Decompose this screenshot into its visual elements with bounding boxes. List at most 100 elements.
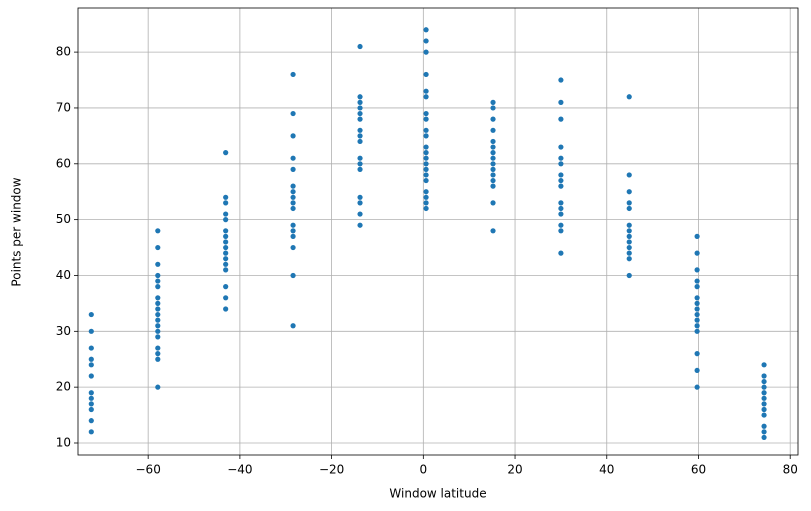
point — [290, 194, 296, 200]
point — [694, 267, 700, 273]
point — [155, 244, 161, 251]
point — [490, 200, 496, 206]
point — [423, 49, 429, 55]
point — [423, 110, 429, 117]
x-tick-label: 40 — [599, 463, 614, 477]
point — [223, 233, 229, 239]
point — [88, 373, 94, 379]
point — [490, 166, 496, 172]
point — [155, 272, 161, 279]
y-tick-label: 80 — [56, 45, 71, 59]
point — [357, 133, 363, 139]
point — [490, 99, 496, 105]
point — [223, 194, 229, 200]
point — [155, 351, 161, 357]
y-tick-label: 30 — [56, 324, 71, 338]
point — [694, 233, 700, 239]
point — [155, 384, 161, 390]
point — [223, 244, 229, 251]
point — [223, 284, 229, 290]
y-tick-label: 60 — [56, 156, 71, 170]
point — [290, 233, 296, 239]
point — [357, 99, 363, 105]
point — [357, 200, 363, 206]
point — [558, 222, 564, 228]
point — [155, 345, 161, 351]
point — [357, 116, 363, 122]
point — [761, 373, 767, 379]
point — [423, 116, 429, 122]
point — [357, 222, 363, 228]
point — [88, 429, 94, 435]
point — [626, 205, 632, 212]
point — [290, 228, 296, 234]
point — [694, 311, 700, 318]
point — [558, 161, 564, 167]
point — [490, 177, 496, 184]
point — [423, 161, 429, 167]
point — [626, 239, 632, 245]
point — [423, 144, 429, 150]
point — [423, 88, 429, 94]
point — [223, 200, 229, 206]
point — [155, 334, 161, 340]
point — [626, 250, 632, 256]
point — [694, 323, 700, 329]
point — [626, 256, 632, 262]
point — [290, 244, 296, 251]
point — [290, 155, 296, 161]
point — [88, 401, 94, 407]
point — [223, 228, 229, 234]
point — [423, 205, 429, 212]
point — [423, 194, 429, 200]
point — [558, 177, 564, 184]
point — [761, 429, 767, 435]
point — [423, 177, 429, 184]
point — [626, 233, 632, 239]
point — [761, 406, 767, 413]
point — [290, 71, 296, 78]
point — [490, 127, 496, 133]
point — [88, 395, 94, 401]
point — [558, 200, 564, 206]
point — [626, 272, 632, 279]
point — [155, 295, 161, 301]
point — [88, 362, 94, 368]
y-tick-label: 40 — [56, 268, 71, 282]
point — [490, 138, 496, 145]
point — [694, 317, 700, 323]
point — [423, 27, 429, 33]
point — [761, 423, 767, 429]
point — [626, 222, 632, 228]
point — [155, 317, 161, 323]
point — [423, 71, 429, 78]
x-tick-label: −60 — [136, 463, 161, 477]
point — [694, 328, 700, 334]
point — [290, 200, 296, 206]
point — [88, 311, 94, 318]
point — [490, 105, 496, 111]
point — [694, 300, 700, 306]
point — [88, 345, 94, 351]
point — [357, 138, 363, 145]
point — [490, 161, 496, 167]
point — [357, 105, 363, 111]
point — [155, 278, 161, 284]
point — [423, 155, 429, 161]
point — [155, 356, 161, 362]
point — [558, 155, 564, 161]
point — [423, 189, 429, 195]
point — [558, 205, 564, 212]
x-tick-label: −20 — [319, 463, 344, 477]
point — [88, 390, 94, 396]
point — [88, 356, 94, 362]
point — [626, 228, 632, 234]
point — [290, 222, 296, 228]
point — [694, 284, 700, 290]
point — [290, 205, 296, 212]
point — [694, 250, 700, 256]
point — [626, 244, 632, 251]
point — [290, 166, 296, 172]
point — [490, 172, 496, 178]
point — [88, 328, 94, 334]
